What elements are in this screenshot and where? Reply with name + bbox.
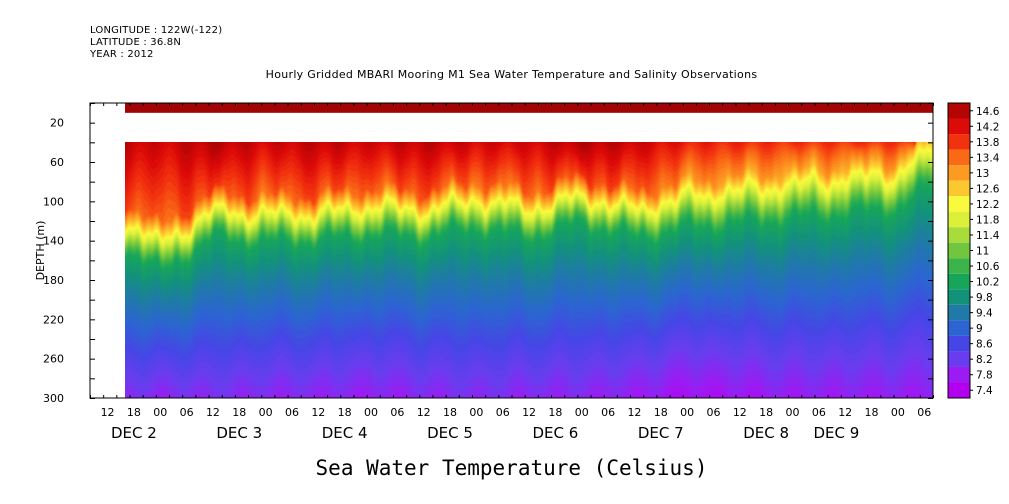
axes: 20 60 100 140 180 220 260 300 DEPTH (m) 12 18 00 06 1… — [34, 103, 934, 442]
x-hour-label: 06 — [180, 406, 194, 419]
x-hour-label: 18 — [127, 406, 141, 419]
colorbar-cell — [948, 227, 970, 243]
x-hour-label: 12 — [311, 406, 325, 419]
x-hour-label: 18 — [338, 406, 352, 419]
x-day-label: DEC 8 — [743, 424, 789, 442]
x-hour-label: 12 — [206, 406, 220, 419]
colorbar-label: 14.2 — [976, 121, 999, 133]
colorbar-label: 11 — [976, 246, 989, 258]
colorbar-cell — [948, 258, 970, 274]
x-hour-label: 12 — [101, 406, 115, 419]
year-label: YEAR : 2012 — [90, 49, 154, 60]
x-day-label: DEC 5 — [427, 424, 473, 442]
colorbar-cell — [948, 273, 970, 290]
colorbar-cell — [948, 118, 970, 135]
x-day-label: DEC 4 — [322, 424, 368, 442]
latitude-label: LATITUDE : 36.8N — [90, 37, 182, 48]
x-hour-label: 12 — [522, 406, 536, 419]
temperature-contours — [125, 142, 933, 398]
colorbar-cell — [948, 149, 970, 166]
x-day-label: DEC 7 — [638, 424, 684, 442]
x-hour-label: 18 — [232, 406, 246, 419]
x-hour-label: 12 — [838, 406, 852, 419]
x-hour-label: 00 — [259, 406, 273, 419]
x-hour-label: 06 — [496, 406, 510, 419]
x-hour-label: 06 — [390, 406, 404, 419]
surface-layer — [125, 103, 933, 113]
x-hour-label: 18 — [548, 406, 562, 419]
colorbar-label: 10.6 — [976, 261, 1000, 273]
x-hour-label: 06 — [285, 406, 299, 419]
colorbar-label: 11.8 — [976, 214, 999, 226]
temperature-field — [125, 103, 933, 398]
x-hour-label: 12 — [733, 406, 747, 419]
x-hour-label: 18 — [865, 406, 879, 419]
colorbar-label: 9 — [976, 323, 983, 335]
x-hour-label: 00 — [364, 406, 378, 419]
colorbar-label: 11.4 — [976, 230, 1000, 242]
colorbar-label: 13 — [976, 168, 989, 180]
y-tick-label: 20 — [50, 117, 64, 130]
x-hour-label: 12 — [627, 406, 641, 419]
colorbar-cell — [948, 289, 970, 305]
colorbar-cell — [948, 196, 970, 212]
x-hour-label: 18 — [443, 406, 457, 419]
colorbar-label: 12.2 — [976, 199, 999, 211]
colorbar-cell — [948, 335, 970, 352]
x-day-label: DEC 2 — [111, 424, 157, 442]
colorbar-cell — [948, 366, 970, 383]
x-hour-label: 06 — [706, 406, 720, 419]
colorbar-cell — [948, 382, 970, 398]
y-axis-label: DEPTH (m) — [34, 221, 47, 281]
colorbar-cell — [948, 351, 970, 367]
colorbar-title: Sea Water Temperature (Celsius) — [315, 456, 708, 480]
x-hour-label: 12 — [417, 406, 431, 419]
x-day-label: DEC 9 — [813, 424, 859, 442]
y-tick-label: 220 — [43, 313, 64, 326]
x-hour-label: 00 — [469, 406, 483, 419]
colorbar-cell — [948, 134, 970, 150]
colorbar-label: 13.8 — [976, 137, 999, 149]
colorbar-cell — [948, 165, 970, 181]
colorbar-border — [947, 102, 971, 399]
colorbar-cell — [948, 320, 970, 336]
x-hour-label: 00 — [680, 406, 694, 419]
colorbar-label: 8.2 — [976, 354, 993, 366]
colorbar-label: 10.2 — [976, 277, 999, 289]
y-tick-label: 60 — [50, 156, 64, 169]
longitude-label: LONGITUDE : 122W(-122) — [90, 25, 223, 36]
x-hour-label: 06 — [917, 406, 931, 419]
y-tick-label: 140 — [43, 235, 64, 248]
colorbar-cell — [948, 242, 970, 259]
colorbar-label: 9.8 — [976, 292, 993, 304]
x-day-label: DEC 3 — [216, 424, 262, 442]
colorbar-cell — [948, 304, 970, 321]
x-hour-label: 00 — [153, 406, 167, 419]
y-tick-label: 300 — [43, 392, 64, 405]
colorbar-cell — [948, 103, 970, 119]
chart-title: Hourly Gridded MBARI Mooring M1 Sea Wate… — [265, 68, 758, 81]
x-hour-label: 06 — [812, 406, 826, 419]
colorbar-cell — [948, 180, 970, 197]
x-hour-label: 00 — [891, 406, 905, 419]
y-tick-label: 100 — [43, 195, 64, 208]
x-day-label: DEC 6 — [532, 424, 578, 442]
colorbar-label: 13.4 — [976, 152, 1000, 164]
colorbar-label: 12.6 — [976, 183, 1000, 195]
x-hour-label: 00 — [786, 406, 800, 419]
x-hour-label: 06 — [601, 406, 615, 419]
colorbar-label: 9.4 — [976, 308, 993, 320]
x-hour-label: 18 — [759, 406, 773, 419]
x-hour-label: 18 — [654, 406, 668, 419]
colorbar-label: 7.8 — [976, 370, 993, 382]
colorbar-label: 14.6 — [976, 106, 1000, 118]
colorbar-label: 8.6 — [976, 339, 993, 351]
colorbar-label: 7.4 — [976, 385, 993, 397]
x-hour-label: 00 — [575, 406, 589, 419]
colorbar-cell — [948, 211, 970, 228]
colorbar: 14.6 14.2 13.8 13.4 13 12.6 12.2 11.8 11.4 11 10.6… — [947, 102, 1000, 399]
y-tick-label: 180 — [43, 274, 64, 287]
y-tick-label: 260 — [43, 353, 64, 366]
